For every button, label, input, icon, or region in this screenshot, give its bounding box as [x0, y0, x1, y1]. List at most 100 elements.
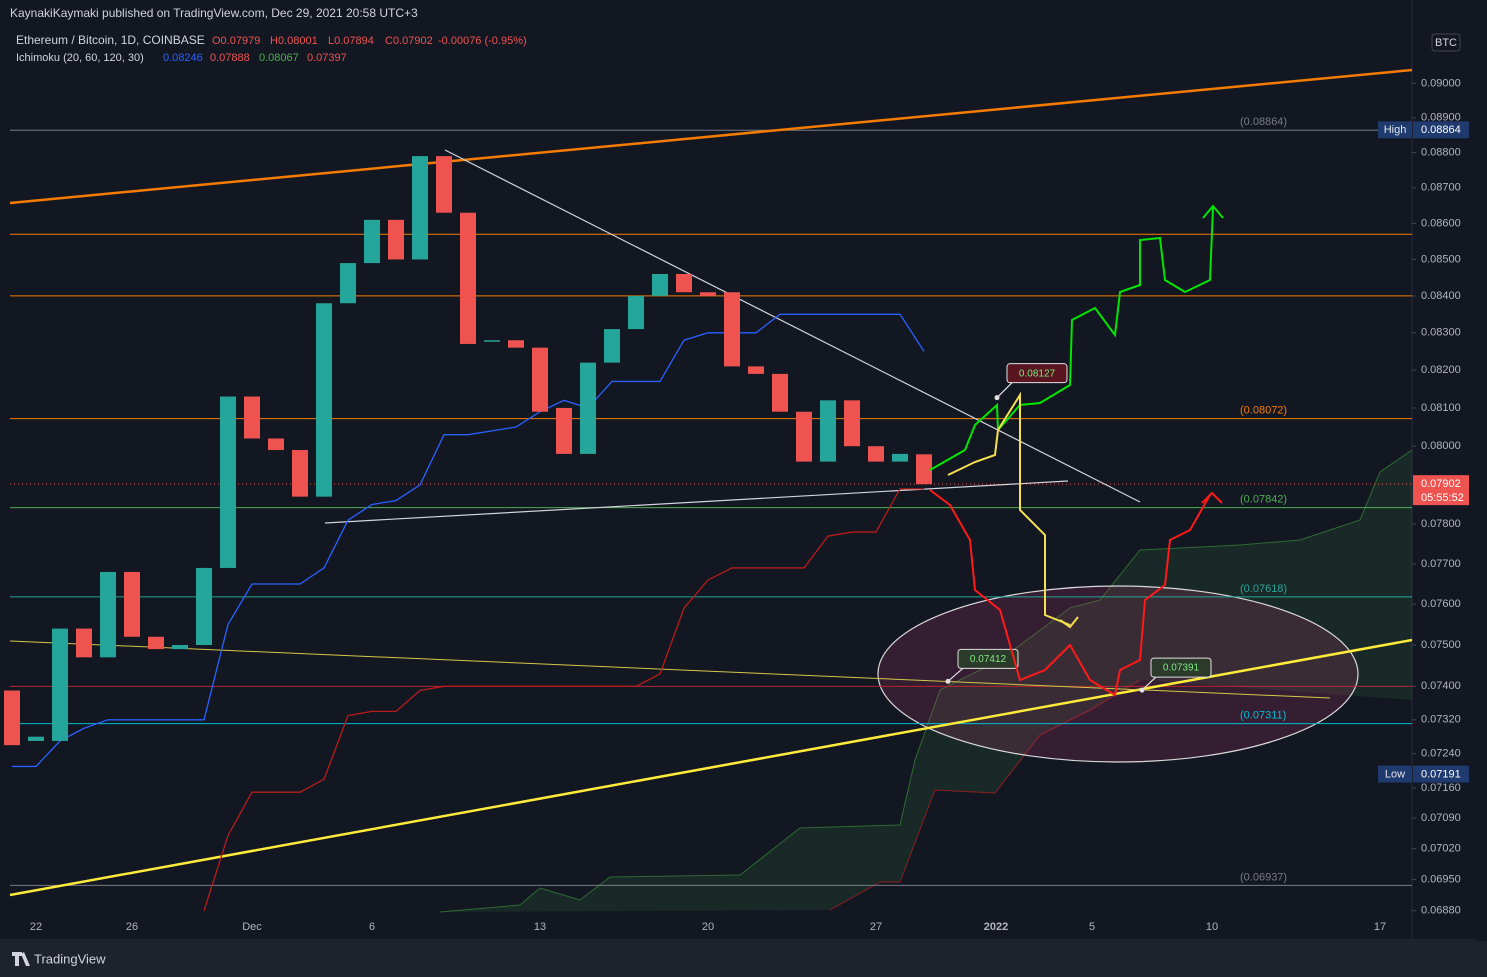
brand: TradingView: [34, 951, 106, 966]
indicator-value: 0.07888: [210, 52, 250, 64]
low-price-badge: [1413, 765, 1469, 783]
candle-body: [652, 273, 668, 296]
high-price: 0.08864: [1421, 124, 1461, 136]
price-axis: 0.09000 0.08900 0.08800 0.08700 0.08600 0.085…: [30, 77, 1469, 933]
level-label: (0.08864): [1240, 116, 1287, 128]
candle-body: [124, 571, 140, 637]
candle-body: [628, 295, 644, 330]
candle-body: [892, 453, 908, 462]
plot: 0.08127 0.07412 0.07391: [4, 156, 1212, 911]
low-price: 0.07191: [1421, 768, 1461, 780]
candle-body: [148, 636, 164, 650]
candle-body: [196, 567, 212, 645]
candle-body: [484, 340, 500, 342]
x-tick-label: Dec: [242, 921, 262, 933]
callout-box: [1150, 657, 1212, 678]
candle-body: [364, 219, 380, 264]
y-tick-label: 0.07240: [1421, 748, 1461, 760]
candle-body: [28, 736, 44, 741]
projection-arrow: [947, 391, 1071, 626]
callout-pointer: [996, 381, 1014, 399]
projection-arrow: [929, 207, 1214, 471]
x-tick-label: 22: [30, 921, 42, 933]
y-tick-label: 0.08400: [1421, 290, 1461, 302]
ohlc-change: -0.00076 (-0.95%): [438, 35, 527, 47]
y-tick-label: 0.07800: [1421, 518, 1461, 530]
level-label: (0.07618): [1240, 583, 1287, 595]
candle-body: [4, 690, 20, 746]
candle-body: [100, 571, 116, 658]
arrow-head: [1202, 204, 1224, 219]
callout-anchor: [1139, 687, 1145, 693]
y-tick-label: 0.08100: [1421, 402, 1461, 414]
trend-line: [9, 68, 1413, 205]
y-tick-label: 0.08500: [1421, 253, 1461, 265]
candle-body: [916, 454, 932, 485]
candle-body: [724, 292, 740, 367]
y-tick-label: 0.06950: [1421, 873, 1461, 885]
cloud-edge: [439, 449, 1413, 913]
y-tick-label: 0.08200: [1421, 364, 1461, 376]
candle-body: [340, 263, 356, 304]
indicator-value: 0.07397: [307, 52, 347, 64]
candle-body: [508, 340, 524, 348]
callout-pointer: [1141, 675, 1158, 691]
callout-text: 0.07412: [970, 654, 1007, 665]
y-tick-label: 0.08300: [1421, 327, 1461, 339]
candle-body: [868, 446, 884, 462]
candle-body: [748, 366, 764, 374]
y-tick-label: 0.07320: [1421, 714, 1461, 726]
y-tick-label: 0.06880: [1421, 905, 1461, 917]
x-tick-label: 10: [1206, 921, 1218, 933]
cloud-edge: [829, 679, 1141, 911]
candle-body: [556, 407, 572, 454]
indicator-line: [203, 488, 924, 911]
y-tick-label: 0.07400: [1421, 680, 1461, 692]
publisher: KaynakiKaymaki published on TradingView.…: [10, 6, 418, 20]
arrow-head: [1059, 616, 1079, 629]
level-label: (0.06937): [1240, 871, 1287, 883]
callout-box: [1006, 363, 1068, 384]
y-tick-label: 0.07500: [1421, 639, 1461, 651]
y-tick-label: 0.07160: [1421, 782, 1461, 794]
indicator-value: 0.08246: [163, 52, 203, 64]
indicator-value: 0.08067: [259, 52, 299, 64]
y-tick-label: 0.08000: [1421, 440, 1461, 452]
candle-body: [244, 396, 260, 439]
y-tick-label: 0.07700: [1421, 558, 1461, 570]
indicator-line: [12, 313, 925, 768]
logo: [12, 952, 30, 966]
candle-body: [796, 411, 812, 462]
candle-body: [52, 628, 68, 741]
callout-anchor: [994, 395, 1000, 401]
high-badge-text: High: [1384, 124, 1407, 136]
symbol: Ethereum / Bitcoin, 1D, COINBASE: [16, 33, 205, 47]
candle-body: [76, 628, 92, 658]
y-tick-label: 0.07020: [1421, 843, 1461, 855]
callout-text: 0.07391: [1163, 663, 1200, 674]
x-tick-label: 2022: [984, 921, 1008, 933]
currency-badge[interactable]: [1431, 33, 1461, 52]
candle-body: [412, 156, 428, 260]
callout-text: 0.08127: [1019, 368, 1056, 379]
y-tick-label: 0.08600: [1421, 217, 1461, 229]
candle-body: [316, 303, 332, 497]
last-price: 0.07902: [1421, 478, 1461, 490]
candle-body: [388, 219, 404, 260]
y-tick-label: 0.07090: [1421, 812, 1461, 824]
y-tick-label: 0.08700: [1421, 182, 1461, 194]
y-tick-label: 0.08800: [1421, 147, 1461, 159]
y-tick-label: 0.07600: [1421, 598, 1461, 610]
last-price-badge: [1413, 475, 1469, 506]
y-tick-label: 0.09000: [1421, 77, 1461, 89]
footer-bar: [0, 941, 1487, 977]
low-badge-text: Low: [1385, 768, 1405, 780]
ohlc: L0.07894: [328, 35, 374, 47]
candle-body: [676, 273, 692, 293]
cloud: [440, 450, 1412, 912]
ellipse-drawing: [877, 585, 1359, 763]
trend-line: [324, 480, 1069, 524]
ohlc: O0.07979: [212, 35, 260, 47]
